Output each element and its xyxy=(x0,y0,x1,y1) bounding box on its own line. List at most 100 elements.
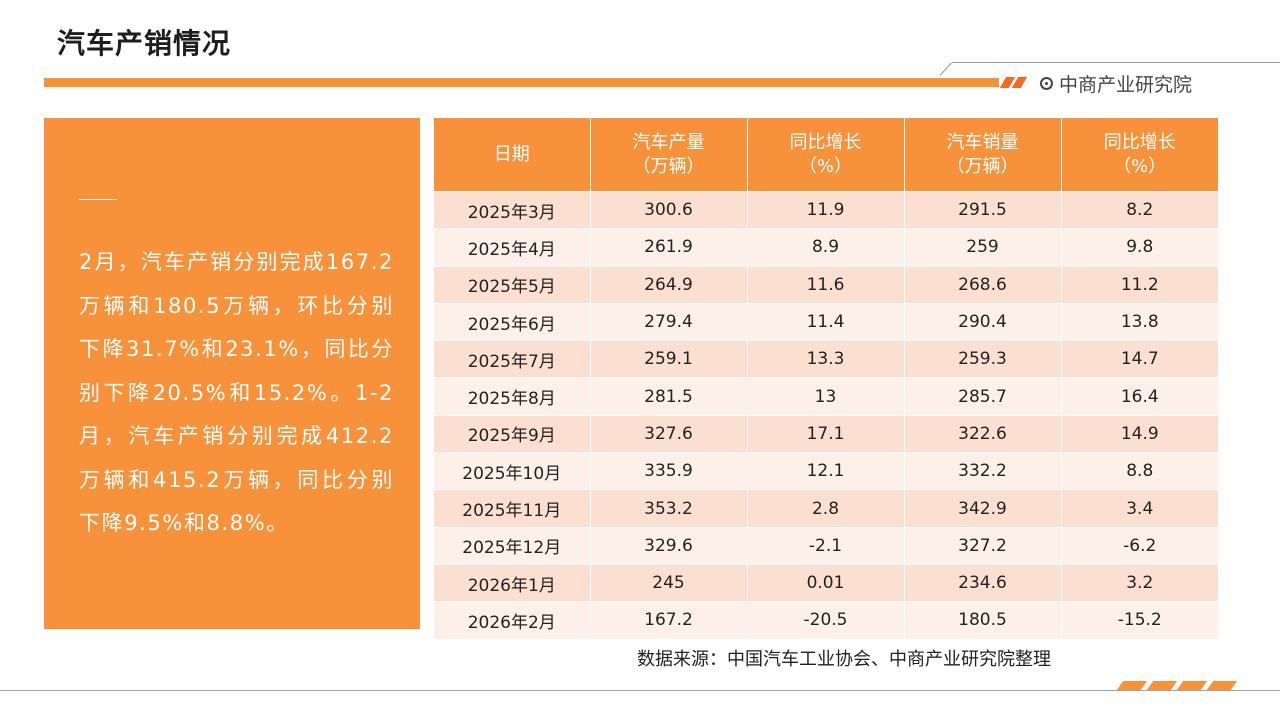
table-cell: 261.9 xyxy=(590,228,748,267)
table-row: 2025年4月 261.9 8.9 259 9.8 xyxy=(434,228,1218,267)
table-cell: 3.4 xyxy=(1061,489,1218,528)
table-cell: 327.6 xyxy=(590,414,748,453)
table-row: 2025年7月 259.1 13.3 259.3 14.7 xyxy=(434,340,1218,378)
table-cell: 2025年12月 xyxy=(434,526,591,565)
column-header: 日期 xyxy=(434,118,591,192)
table-row: 2025年12月 329.6 -2.1 327.2 -6.2 xyxy=(434,526,1218,565)
target-circle-icon xyxy=(1040,76,1053,90)
table-cell: -15.2 xyxy=(1061,601,1218,639)
table-cell: 327.2 xyxy=(904,526,1062,565)
table-cell: 2026年1月 xyxy=(434,563,591,602)
table-row: 2025年5月 264.9 11.6 268.6 11.2 xyxy=(434,265,1218,304)
table-row: 2026年2月 167.2 -20.5 180.5 -15.2 xyxy=(434,601,1218,639)
table-cell: 14.7 xyxy=(1061,340,1218,378)
table-cell: 259 xyxy=(904,228,1062,267)
table-cell: 17.1 xyxy=(747,414,905,453)
table-row: 2026年1月 245 0.01 234.6 3.2 xyxy=(434,563,1218,602)
column-header-unit: （万辆） xyxy=(632,155,705,177)
table-cell: 234.6 xyxy=(904,563,1062,602)
footer-line xyxy=(0,690,1280,691)
production-sales-table: 日期 汽车产量 （万辆） 同比增长 （%） 汽车销量 （万辆） 同比增长 （%） 2025年3月… xyxy=(434,118,1218,639)
table-cell: 335.9 xyxy=(590,452,748,490)
column-header-label: 同比增长 xyxy=(789,131,862,153)
table-cell: 279.4 xyxy=(590,302,748,341)
table-cell: 2025年3月 xyxy=(434,190,591,229)
table-cell: 180.5 xyxy=(904,601,1062,639)
table-cell: 332.2 xyxy=(904,452,1062,490)
table-cell: 2025年6月 xyxy=(434,302,591,341)
table-cell: 8.2 xyxy=(1061,190,1218,229)
table-row: 2025年8月 281.5 13 285.7 16.4 xyxy=(434,377,1218,416)
table-cell: 12.1 xyxy=(747,452,905,490)
table-cell: 3.2 xyxy=(1061,563,1218,602)
column-header-unit: （%） xyxy=(798,155,853,177)
table-cell: 2025年11月 xyxy=(434,489,591,528)
table-cell: 0.01 xyxy=(747,563,905,602)
table-cell: 11.2 xyxy=(1061,265,1218,304)
column-header-unit: （%） xyxy=(1113,155,1167,177)
table-cell: 13.3 xyxy=(747,340,905,378)
table-cell: 290.4 xyxy=(904,302,1062,341)
table-cell: 291.5 xyxy=(904,190,1062,229)
table-cell: 13 xyxy=(747,377,905,416)
table-cell: 259.1 xyxy=(590,340,748,378)
table-cell: 2025年10月 xyxy=(434,452,591,490)
table-cell: 245 xyxy=(590,563,748,602)
table-cell: 11.4 xyxy=(747,302,905,341)
table-cell: 9.8 xyxy=(1061,228,1218,267)
table-cell: -20.5 xyxy=(747,601,905,639)
table-cell: 2025年8月 xyxy=(434,377,591,416)
brand-logo: 中商产业研究院 xyxy=(1040,70,1192,96)
table-cell: 2.8 xyxy=(747,489,905,528)
table-cell: -6.2 xyxy=(1061,526,1218,565)
column-header-unit: （万辆） xyxy=(946,155,1019,177)
table-cell: 264.9 xyxy=(590,265,748,304)
column-header-label: 汽车产量 xyxy=(632,131,705,153)
column-header-label: 同比增长 xyxy=(1103,131,1176,153)
table-row: 2025年6月 279.4 11.4 290.4 13.8 xyxy=(434,302,1218,341)
table-cell: 11.9 xyxy=(747,190,905,229)
table-cell: 281.5 xyxy=(590,377,748,416)
table-cell: 285.7 xyxy=(904,377,1062,416)
table-cell: 2025年5月 xyxy=(434,265,591,304)
column-header: 同比增长 （%） xyxy=(1061,118,1218,192)
table-header-row: 日期 汽车产量 （万辆） 同比增长 （%） 汽车销量 （万辆） 同比增长 （%） xyxy=(434,118,1218,192)
table-cell: 342.9 xyxy=(904,489,1062,528)
table-cell: 259.3 xyxy=(904,340,1062,378)
column-header: 汽车销量 （万辆） xyxy=(904,118,1062,192)
table-cell: 329.6 xyxy=(590,526,748,565)
table-cell: 353.2 xyxy=(590,489,748,528)
table-row: 2025年11月 353.2 2.8 342.9 3.4 xyxy=(434,489,1218,528)
table-row: 2025年10月 335.9 12.1 332.2 8.8 xyxy=(434,452,1218,490)
decorative-slash xyxy=(939,62,952,76)
table-cell: 2025年4月 xyxy=(434,228,591,267)
column-header-label: 日期 xyxy=(493,143,530,165)
column-header: 汽车产量 （万辆） xyxy=(590,118,748,192)
table-cell: 16.4 xyxy=(1061,377,1218,416)
summary-panel: 2月，汽车产销分别完成167.2万辆和180.5万辆，环比分别下降31.7%和2… xyxy=(44,118,420,629)
table-cell: 14.9 xyxy=(1061,414,1218,453)
table-cell: 300.6 xyxy=(590,190,748,229)
decorative-top-line xyxy=(952,62,1280,63)
table-cell: 167.2 xyxy=(590,601,748,639)
page-title: 汽车产销情况 xyxy=(57,27,232,60)
table-cell: 268.6 xyxy=(904,265,1062,304)
table-cell: 322.6 xyxy=(904,414,1062,453)
table-cell: 2026年2月 xyxy=(434,601,591,639)
column-header-label: 汽车销量 xyxy=(946,131,1019,153)
table-cell: 8.9 xyxy=(747,228,905,267)
table-cell: -2.1 xyxy=(747,526,905,565)
column-header: 同比增长 （%） xyxy=(747,118,905,192)
data-source-note: 数据来源：中国汽车工业协会、中商产业研究院整理 xyxy=(637,649,1051,670)
brand-name: 中商产业研究院 xyxy=(1059,73,1193,96)
table-cell: 8.8 xyxy=(1061,452,1218,490)
table-row: 2025年9月 327.6 17.1 322.6 14.9 xyxy=(434,414,1218,453)
table-cell: 2025年9月 xyxy=(434,414,591,453)
summary-text: 2月，汽车产销分别完成167.2万辆和180.5万辆，环比分别下降31.7%和2… xyxy=(79,250,394,535)
table-cell: 2025年7月 xyxy=(434,340,591,378)
table-cell: 11.6 xyxy=(747,265,905,304)
table-body: 2025年3月 300.6 11.9 291.5 8.2 2025年4月 261.9 8.9 2… xyxy=(434,190,1218,639)
table-cell: 13.8 xyxy=(1061,302,1218,341)
panel-divider xyxy=(79,199,117,200)
title-underline-bar xyxy=(44,78,999,87)
